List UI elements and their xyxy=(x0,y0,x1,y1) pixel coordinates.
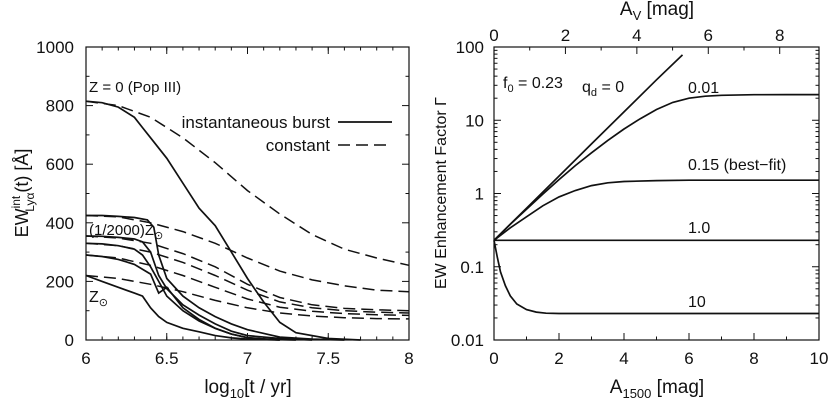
legend-label-constant: constant xyxy=(266,136,331,155)
annotation-f0-prefix: f xyxy=(503,75,508,92)
left-x-tick-label: 8 xyxy=(404,349,413,368)
right-x-label-base: A xyxy=(610,377,623,398)
curve-label-015: 0.15 (best−fit) xyxy=(688,157,786,174)
annotation-1-2000-zsun-prefix: (1/2000)Z xyxy=(89,222,154,239)
right-top-x-label-sub: V xyxy=(633,8,642,23)
right-top-x-tick-label: 4 xyxy=(632,26,641,45)
annotation-popiii: Z = 0 (Pop III) xyxy=(89,79,181,96)
left-series-burst-z-0 xyxy=(85,100,361,341)
left-series-constant-z-5 xyxy=(85,254,410,317)
sun-symbol-icon: ⊙ xyxy=(154,230,163,242)
curve-label-10: 1.0 xyxy=(688,220,710,237)
right-y-tick-label: 1 xyxy=(475,185,484,204)
right-x-axis-label: A1500 [mag] xyxy=(610,377,704,401)
right-x-tick-label: 4 xyxy=(619,349,628,368)
right-y-tick-label: 0.01 xyxy=(451,331,484,350)
left-y-tick-label: 200 xyxy=(46,272,74,291)
left-legend: instantaneous burst constant xyxy=(182,113,392,155)
left-series-constant-zsun xyxy=(85,274,410,320)
annotation-zsun: Z⊙ xyxy=(89,289,108,309)
left-x-tick-label: 7 xyxy=(243,349,252,368)
annotation-f0-sub: 0 xyxy=(507,83,513,95)
left-series-group xyxy=(85,100,410,341)
right-y-axis-label: EW Enhancement Factor Γ xyxy=(433,97,450,289)
right-x-tick-label: 10 xyxy=(810,349,829,368)
sun-symbol-icon: ⊙ xyxy=(99,297,108,309)
curve-label-100: 10 xyxy=(688,294,706,311)
left-y-label-sup: int xyxy=(9,195,23,208)
annotation-f0-value: = 0.23 xyxy=(514,75,563,92)
left-series-constant-z-0 xyxy=(85,100,410,267)
left-series-burst-zsun xyxy=(85,274,280,341)
left-y-tick-label: 600 xyxy=(46,155,74,174)
left-y-label-sub: Lyα xyxy=(23,193,37,212)
right-top-x-axis-label: AV [mag] xyxy=(620,0,694,23)
left-y-label-rest: (t) [Å] xyxy=(12,149,32,193)
left-x-tick-label: 6.5 xyxy=(155,349,179,368)
left-x-axis-label: log10[t / yr] xyxy=(204,377,291,401)
right-series-q-d-0-15-best-fit xyxy=(493,179,819,241)
right-series-q-d-0-01 xyxy=(493,93,819,241)
left-x-label-rest: [t / yr] xyxy=(244,377,292,398)
annotation-f0: f0 = 0.23 xyxy=(503,75,563,95)
annotation-qd-prefix: q xyxy=(582,79,591,96)
annotation-qd-value: = 0 xyxy=(597,79,624,96)
right-top-x-label-base: A xyxy=(620,0,633,20)
left-x-label-base: log xyxy=(204,377,229,398)
left-series-constant-z-4 xyxy=(85,242,410,314)
left-y-tick-label: 800 xyxy=(46,97,74,116)
curve-label-001: 0.01 xyxy=(688,80,719,97)
right-x-tick-label: 8 xyxy=(749,349,758,368)
left-y-tick-label: 0 xyxy=(65,331,74,350)
left-x-tick-label: 7.5 xyxy=(316,349,340,368)
right-x-tick-label: 6 xyxy=(684,349,693,368)
left-series-constant-1-2000-zsun xyxy=(85,214,410,293)
right-top-x-tick-label: 8 xyxy=(775,26,784,45)
annotation-1-2000-zsun: (1/2000)Z⊙ xyxy=(89,222,163,242)
right-top-x-label-rest: [mag] xyxy=(641,0,694,20)
right-top-x-tick-label: 6 xyxy=(704,26,713,45)
right-y-tick-label: 100 xyxy=(456,38,484,57)
left-y-axis-label: EWintLyα(t) [Å] xyxy=(9,149,37,238)
right-top-x-tick-label: 0 xyxy=(489,26,498,45)
annotation-qd-sub: d xyxy=(591,87,597,99)
left-x-label-sub: 10 xyxy=(230,386,244,401)
right-y-tick-label: 0.1 xyxy=(460,258,484,277)
left-y-tick-label: 1000 xyxy=(36,38,74,57)
right-x-label-rest: [mag] xyxy=(651,377,704,398)
right-x-label-sub: 1500 xyxy=(622,386,651,401)
left-x-tick-label: 6 xyxy=(81,349,90,368)
left-ticks-group: 6 6.5 7 7.5 8 0 200 400 600 800 1000 xyxy=(36,38,414,368)
right-series-q-d-10 xyxy=(493,240,819,315)
right-x-tick-label: 0 xyxy=(489,349,498,368)
legend-label-burst: instantaneous burst xyxy=(182,113,331,132)
annotation-qd: qd = 0 xyxy=(582,79,624,99)
right-x-tick-label: 2 xyxy=(554,349,563,368)
left-y-tick-label: 400 xyxy=(46,214,74,233)
annotation-zsun-prefix: Z xyxy=(89,289,99,306)
right-top-x-tick-label: 2 xyxy=(561,26,570,45)
left-series-burst-1-2000-zsun xyxy=(86,214,345,341)
right-y-tick-label: 10 xyxy=(465,111,484,130)
left-y-label-main: EW xyxy=(12,208,32,237)
left-series-burst-z-5 xyxy=(85,254,296,341)
left-series-constant-z-3 xyxy=(85,235,410,312)
left-panel: 6 6.5 7 7.5 8 0 200 400 600 800 1000 log10[t / yr]… xyxy=(9,38,414,401)
right-series-group xyxy=(493,54,819,315)
